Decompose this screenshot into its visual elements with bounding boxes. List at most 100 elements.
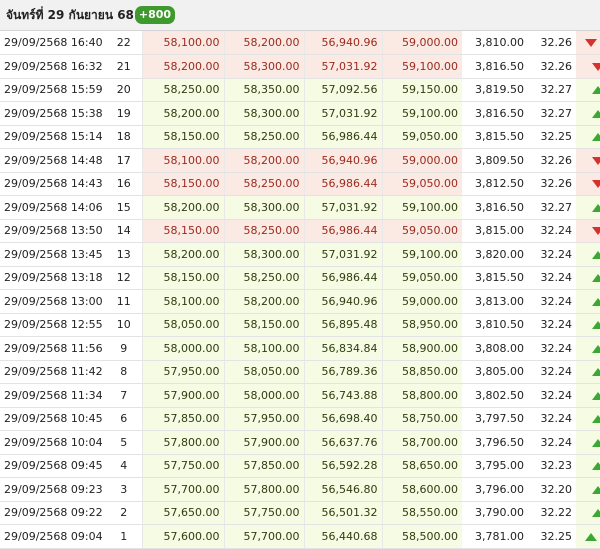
exchange-rate: 32.22: [528, 501, 576, 525]
gold-spot: 3,809.50: [462, 148, 528, 173]
round-number: 16: [106, 172, 142, 196]
update-time: 29/09/2568 09:22: [0, 501, 106, 525]
gold-bar-buy: 58,150.00: [141, 172, 224, 196]
gold-ornament-sell: 59,100.00: [381, 101, 462, 126]
table-row: 29/09/2568 11:42 8 57,950.00 58,050.00 56,78…: [0, 360, 600, 384]
gold-bar-sell: 57,950.00: [223, 407, 304, 431]
table-row: 29/09/2568 14:43 16 58,150.00 58,250.00 56,9…: [0, 172, 600, 196]
gold-spot: 3,812.50: [462, 172, 528, 196]
round-number: 10: [106, 313, 142, 337]
update-time: 29/09/2568 12:55: [0, 313, 106, 337]
table-row: 29/09/2568 13:45 13 58,200.00 58,300.00 57,0…: [0, 242, 600, 267]
update-time: 29/09/2568 09:23: [0, 477, 106, 502]
gold-bar-buy: 58,100.00: [141, 148, 224, 173]
gold-bar-buy: 58,000.00: [141, 336, 224, 361]
round-number: 8: [106, 360, 142, 384]
table-row: 29/09/2568 16:32 21 58,200.00 58,300.00 57,0…: [0, 54, 600, 79]
gold-bar-sell: 58,300.00: [223, 195, 304, 220]
exchange-rate: 32.25: [528, 125, 576, 149]
gold-ornament-buy: 56,743.88: [303, 383, 382, 408]
gold-bar-sell: 58,200.00: [223, 148, 304, 173]
price-change: 50: [576, 313, 600, 337]
table-row: 29/09/2568 15:14 18 58,150.00 58,250.00 56,9…: [0, 125, 600, 149]
gold-ornament-sell: 59,050.00: [381, 125, 462, 149]
gold-ornament-buy: 56,986.44: [303, 219, 382, 243]
arrow-up-icon: [592, 321, 600, 330]
gold-ornament-sell: 58,700.00: [381, 430, 462, 455]
gold-spot: 3,808.00: [462, 336, 528, 361]
update-time: 29/09/2568 11:34: [0, 383, 106, 408]
gold-bar-buy: 58,200.00: [141, 195, 224, 220]
gold-ornament-sell: 59,050.00: [381, 266, 462, 290]
gold-ornament-buy: 56,986.44: [303, 125, 382, 149]
price-change: 50: [576, 501, 600, 525]
round-number: 21: [106, 54, 142, 79]
round-number: 6: [106, 407, 142, 431]
gold-ornament-sell: 58,850.00: [381, 360, 462, 384]
price-change: 50: [576, 101, 600, 126]
gold-bar-sell: 58,300.00: [223, 54, 304, 79]
arrow-up-icon: [592, 109, 600, 118]
exchange-rate: 32.24: [528, 383, 576, 408]
update-time: 29/09/2568 11:56: [0, 336, 106, 361]
exchange-rate: 32.24: [528, 313, 576, 337]
gold-ornament-buy: 56,895.48: [303, 313, 382, 337]
exchange-rate: 32.24: [528, 266, 576, 290]
gold-ornament-sell: 59,000.00: [381, 148, 462, 173]
exchange-rate: 32.20: [528, 477, 576, 502]
gold-ornament-buy: 56,440.68: [303, 524, 382, 549]
gold-bar-buy: 57,650.00: [141, 501, 224, 525]
gold-bar-buy: 58,100.00: [141, 289, 224, 314]
update-time: 29/09/2568 13:50: [0, 219, 106, 243]
price-change: 50: [576, 430, 600, 455]
gold-bar-buy: 58,250.00: [141, 78, 224, 102]
table-row: 29/09/2568 10:04 5 57,800.00 57,900.00 56,63…: [0, 430, 600, 455]
gold-spot: 3,810.50: [462, 313, 528, 337]
update-time: 29/09/2568 10:04: [0, 430, 106, 455]
table-row: 29/09/2568 12:55 10 58,050.00 58,150.00 56,8…: [0, 313, 600, 337]
price-change: 50: [576, 148, 600, 173]
update-time: 29/09/2568 14:06: [0, 195, 106, 220]
gold-spot: 3,820.00: [462, 242, 528, 267]
gold-spot: 3,781.00: [462, 524, 528, 549]
gold-ornament-buy: 57,031.92: [303, 195, 382, 220]
gold-ornament-sell: 59,100.00: [381, 195, 462, 220]
table-row: 29/09/2568 11:34 7 57,900.00 58,000.00 56,74…: [0, 383, 600, 408]
update-time: 29/09/2568 16:32: [0, 54, 106, 79]
gold-ornament-buy: 57,031.92: [303, 101, 382, 126]
arrow-down-icon: [592, 156, 600, 165]
round-number: 13: [106, 242, 142, 267]
price-change: 50: [576, 195, 600, 220]
price-change: 50: [576, 289, 600, 314]
gold-bar-sell: 58,250.00: [223, 266, 304, 290]
gold-bar-sell: 58,050.00: [223, 360, 304, 384]
gold-bar-sell: 58,250.00: [223, 219, 304, 243]
gold-bar-sell: 57,800.00: [223, 477, 304, 502]
gold-spot: 3,815.50: [462, 125, 528, 149]
price-change: 50: [576, 219, 600, 243]
price-change: 50: [576, 454, 600, 478]
gold-bar-buy: 57,950.00: [141, 360, 224, 384]
gold-ornament-sell: 59,100.00: [381, 242, 462, 267]
round-number: 15: [106, 195, 142, 220]
exchange-rate: 32.24: [528, 289, 576, 314]
gold-spot: 3,802.50: [462, 383, 528, 408]
arrow-up-icon: [592, 203, 600, 212]
exchange-rate: 32.24: [528, 407, 576, 431]
round-number: 14: [106, 219, 142, 243]
gold-bar-sell: 57,750.00: [223, 501, 304, 525]
gold-ornament-buy: 57,031.92: [303, 54, 382, 79]
gold-ornament-sell: 58,600.00: [381, 477, 462, 502]
gold-bar-buy: 58,150.00: [141, 125, 224, 149]
arrow-up-icon: [592, 86, 600, 95]
gold-bar-buy: 57,800.00: [141, 430, 224, 455]
price-change: 50: [576, 54, 600, 79]
round-number: 1: [106, 524, 142, 549]
update-time: 29/09/2568 13:18: [0, 266, 106, 290]
gold-ornament-buy: 56,986.44: [303, 172, 382, 196]
table-row: 29/09/2568 11:56 9 58,000.00 58,100.00 56,83…: [0, 336, 600, 361]
gold-spot: 3,797.50: [462, 407, 528, 431]
table-row: 29/09/2568 10:45 6 57,850.00 57,950.00 56,69…: [0, 407, 600, 431]
table-row: 29/09/2568 09:04 1 57,600.00 57,700.00 56,44…: [0, 524, 600, 549]
exchange-rate: 32.24: [528, 219, 576, 243]
